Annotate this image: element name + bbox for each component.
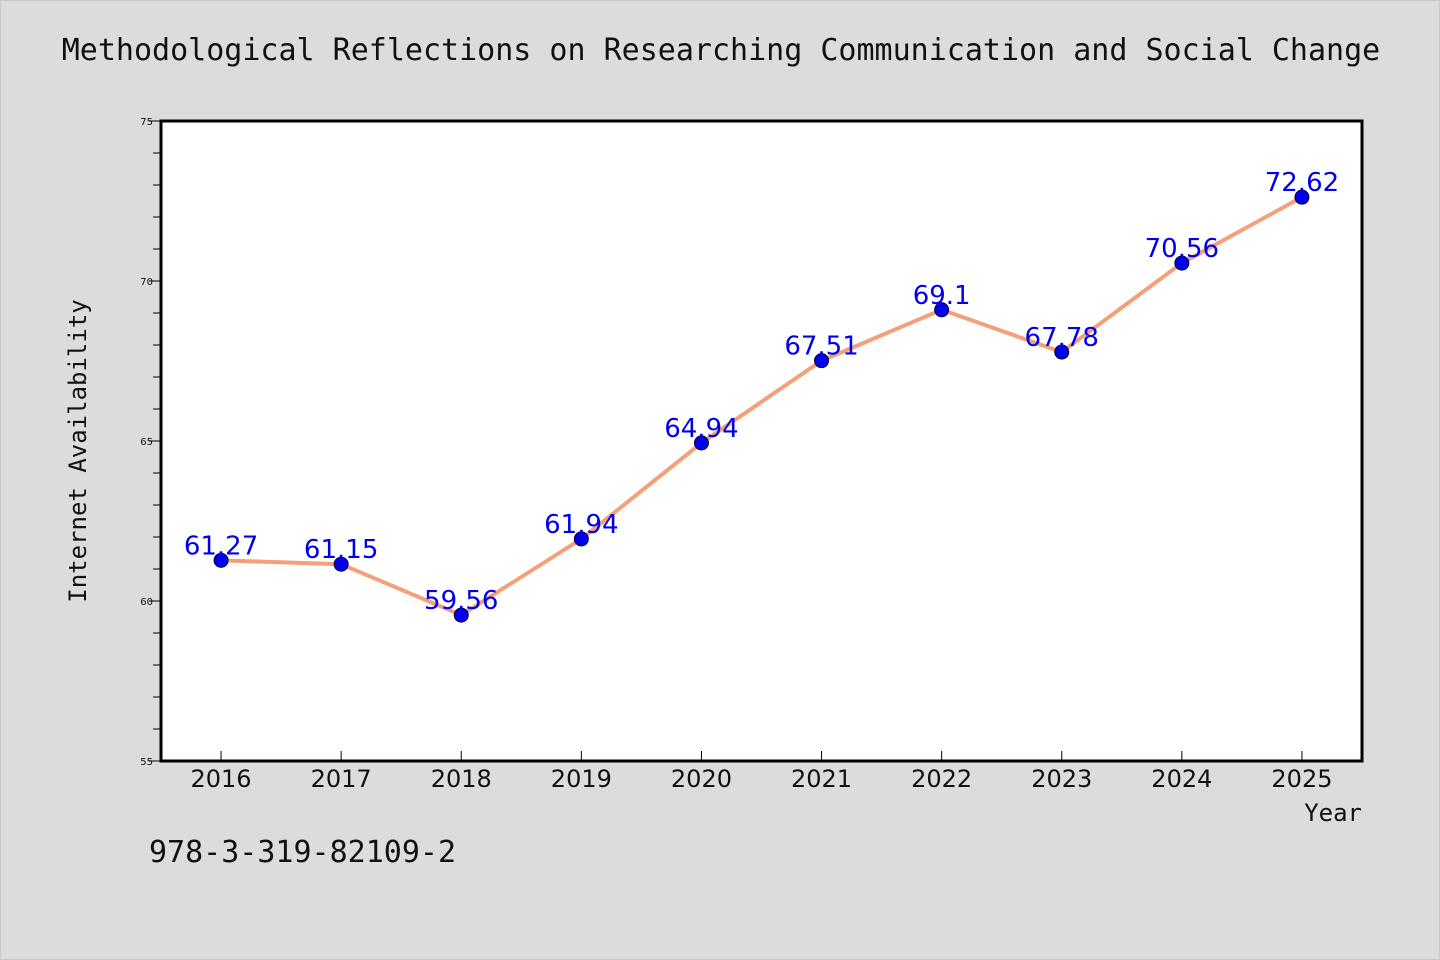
isbn-label: 978-3-319-82109-2 xyxy=(149,835,457,870)
data-label: 59.56 xyxy=(424,586,498,616)
y-tick-label: 55 xyxy=(140,757,153,768)
x-axis-label: Year xyxy=(1304,799,1362,827)
data-label: 70.56 xyxy=(1145,234,1219,264)
data-point xyxy=(1174,255,1190,271)
data-point xyxy=(934,302,950,318)
data-label: 67.78 xyxy=(1025,323,1099,353)
x-tick-label: 2024 xyxy=(1151,765,1212,793)
x-axis-ticks: 2016 2017 2018 2019 2020 2021 2022 2023 2024 2025 xyxy=(191,751,1332,793)
data-point xyxy=(1054,344,1070,360)
plot-area xyxy=(159,119,1364,763)
data-point xyxy=(213,552,229,568)
x-tick-label: 2023 xyxy=(1031,765,1092,793)
x-tick-label: 2017 xyxy=(311,765,372,793)
data-label: 67.51 xyxy=(784,332,858,362)
y-tick-label: 60 xyxy=(140,597,153,608)
y-tick-label: 75 xyxy=(140,117,153,128)
data-label: 61.94 xyxy=(544,510,618,540)
x-tick-label: 2025 xyxy=(1271,765,1332,793)
data-point xyxy=(693,435,709,451)
x-tick-label: 2020 xyxy=(671,765,732,793)
x-tick-label: 2022 xyxy=(911,765,972,793)
x-tick-label: 2016 xyxy=(191,765,252,793)
data-labels: 61.27 61.15 59.56 61.94 64.94 67.51 69.1 67.78 7… xyxy=(184,168,1339,616)
data-label: 72.62 xyxy=(1265,168,1339,198)
x-tick-label: 2021 xyxy=(791,765,852,793)
x-tick-label: 2019 xyxy=(551,765,612,793)
data-label: 64.94 xyxy=(664,414,738,444)
data-label: 61.27 xyxy=(184,531,258,561)
y-axis-ticks: 55 60 65 70 75 xyxy=(140,117,161,768)
y-tick-label: 70 xyxy=(140,277,153,288)
y-tick-label: 65 xyxy=(140,437,153,448)
data-label: 61.15 xyxy=(304,535,378,565)
data-point xyxy=(333,556,349,572)
series-line xyxy=(220,195,1303,618)
data-point xyxy=(453,607,469,623)
chart-title: Methodological Reflections on Researchin… xyxy=(61,33,1381,68)
data-point xyxy=(573,531,589,547)
data-point xyxy=(1294,189,1310,205)
y-axis-label: Internet Availability xyxy=(64,299,92,602)
data-label: 69.1 xyxy=(913,281,971,311)
data-markers xyxy=(213,189,1310,623)
data-point xyxy=(814,353,830,369)
x-tick-label: 2018 xyxy=(431,765,492,793)
